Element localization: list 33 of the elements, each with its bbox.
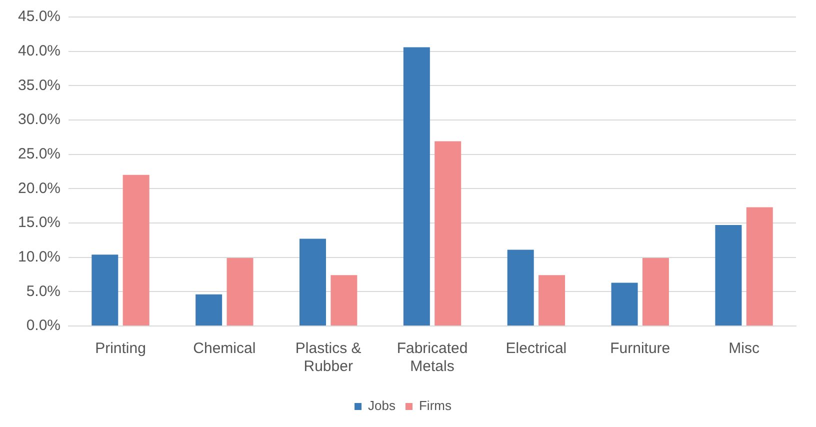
x-tick-label: Furniture xyxy=(610,340,670,358)
x-tick-label: Fabricated Metals xyxy=(396,340,468,376)
y-tick-label: 0.0% xyxy=(26,317,61,334)
legend-label: Jobs xyxy=(368,398,396,414)
bar xyxy=(226,258,254,326)
bar xyxy=(611,282,638,326)
y-tick-label: 30.0% xyxy=(18,111,61,128)
legend-label: Firms xyxy=(418,398,452,414)
bar xyxy=(642,258,669,326)
bar xyxy=(434,141,462,326)
bar xyxy=(715,225,742,326)
x-tick-label: Plastics & Rubber xyxy=(295,340,362,376)
bar xyxy=(403,47,430,326)
y-tick-label: 10.0% xyxy=(18,248,61,266)
x-tick-label: Electrical xyxy=(506,340,567,358)
bar xyxy=(507,250,534,326)
y-tick-label: 40.0% xyxy=(18,42,61,60)
x-tick-label: Misc xyxy=(728,340,760,358)
y-tick-label: 35.0% xyxy=(18,76,61,94)
y-tick-label: 5.0% xyxy=(26,282,61,300)
bar xyxy=(330,275,358,326)
bar xyxy=(746,207,773,326)
bar xyxy=(122,174,150,326)
y-tick-label: 20.0% xyxy=(18,180,61,197)
y-tick-label: 45.0% xyxy=(18,8,61,26)
x-tick-label: Printing xyxy=(95,340,146,358)
bar xyxy=(300,238,326,326)
bar xyxy=(92,254,118,326)
bar xyxy=(196,294,222,326)
bar xyxy=(538,275,566,326)
y-tick-label: 15.0% xyxy=(18,214,61,232)
y-tick-label: 25.0% xyxy=(18,145,61,162)
x-tick-label: Chemical xyxy=(193,340,256,358)
